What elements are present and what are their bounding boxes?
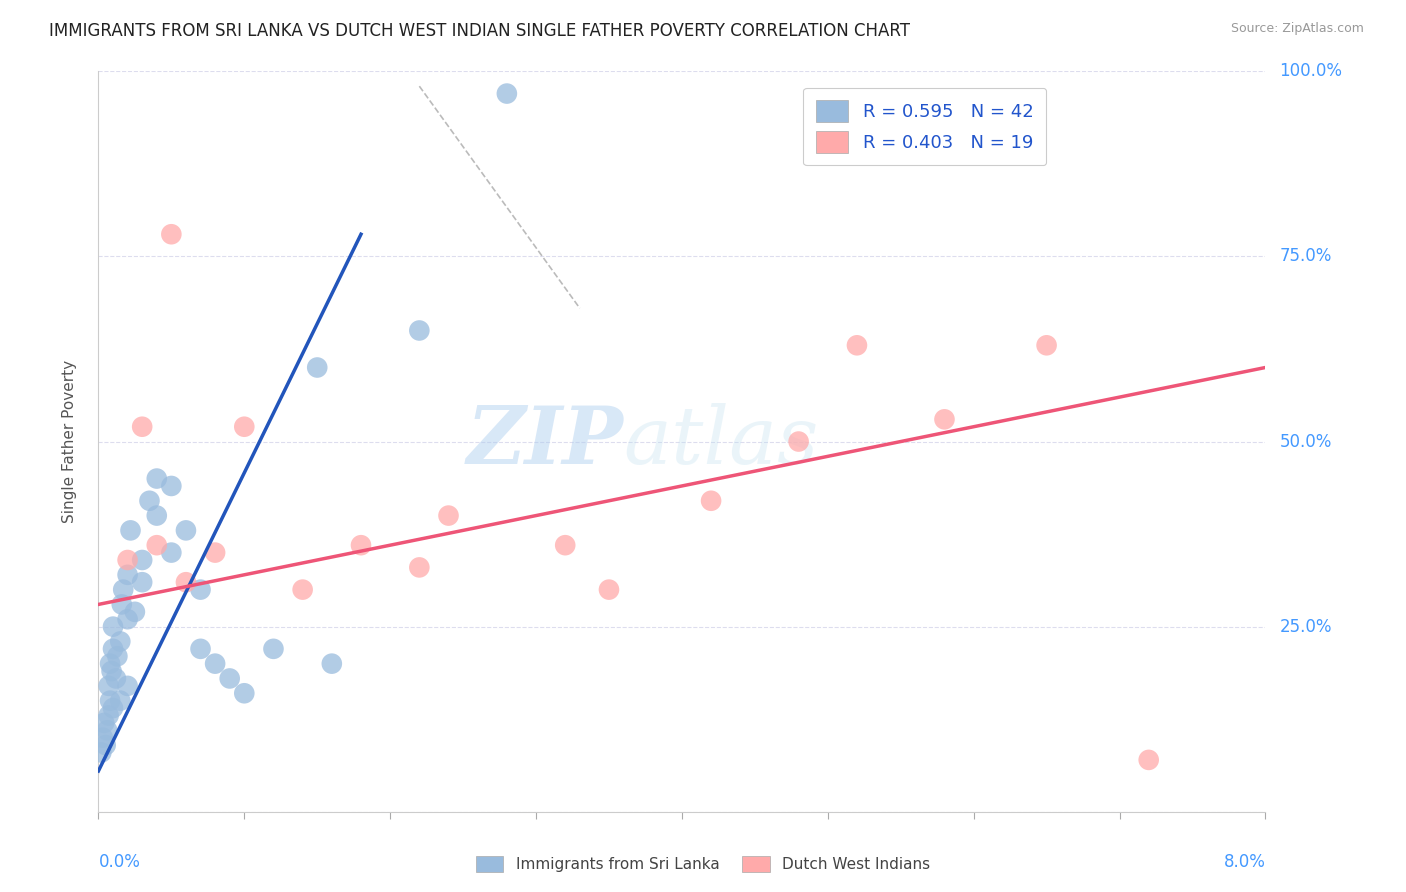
Point — [131, 553, 153, 567]
Point — [96, 723, 118, 738]
Point — [117, 612, 139, 626]
Text: 0.0%: 0.0% — [98, 854, 141, 871]
Point — [554, 538, 576, 552]
Point — [218, 672, 240, 686]
Text: 75.0%: 75.0% — [1279, 247, 1331, 266]
Text: 100.0%: 100.0% — [1279, 62, 1343, 80]
Text: 50.0%: 50.0% — [1279, 433, 1331, 450]
Point — [204, 657, 226, 671]
Point — [101, 641, 124, 656]
Point — [93, 715, 115, 730]
Point — [291, 582, 314, 597]
Point — [138, 493, 160, 508]
Point — [105, 649, 128, 664]
Point — [97, 679, 120, 693]
Point — [598, 582, 620, 597]
Point — [233, 419, 256, 434]
Point — [321, 657, 343, 671]
Point — [120, 524, 142, 538]
Point — [174, 575, 197, 590]
Point — [117, 553, 139, 567]
Point — [1035, 338, 1057, 352]
Legend: R = 0.595   N = 42, R = 0.403   N = 19: R = 0.595 N = 42, R = 0.403 N = 19 — [803, 87, 1046, 165]
Point — [190, 582, 212, 597]
Point — [496, 87, 519, 101]
Point — [160, 479, 183, 493]
Point — [117, 679, 139, 693]
Point — [112, 582, 135, 597]
Point — [262, 641, 284, 656]
Text: 25.0%: 25.0% — [1279, 617, 1331, 636]
Point — [787, 434, 810, 449]
Point — [174, 524, 197, 538]
Point — [101, 701, 124, 715]
Point — [101, 619, 124, 633]
Point — [111, 598, 134, 612]
Point — [124, 605, 146, 619]
Point — [204, 546, 226, 560]
Point — [98, 694, 121, 708]
Point — [104, 672, 127, 686]
Text: IMMIGRANTS FROM SRI LANKA VS DUTCH WEST INDIAN SINGLE FATHER POVERTY CORRELATION: IMMIGRANTS FROM SRI LANKA VS DUTCH WEST … — [49, 22, 910, 40]
Point — [97, 708, 120, 723]
Point — [131, 575, 153, 590]
Legend: Immigrants from Sri Lanka, Dutch West Indians: Immigrants from Sri Lanka, Dutch West In… — [468, 848, 938, 880]
Text: ZIP: ZIP — [467, 403, 624, 480]
Point — [160, 546, 183, 560]
Point — [90, 746, 112, 760]
Point — [307, 360, 329, 375]
Point — [110, 634, 132, 648]
Point — [408, 560, 430, 574]
Text: Source: ZipAtlas.com: Source: ZipAtlas.com — [1230, 22, 1364, 36]
Point — [100, 664, 122, 678]
Point — [934, 412, 956, 426]
Point — [160, 227, 183, 242]
Point — [146, 538, 169, 552]
Text: atlas: atlas — [624, 403, 818, 480]
Point — [98, 657, 121, 671]
Point — [131, 419, 153, 434]
Point — [845, 338, 868, 352]
Point — [437, 508, 460, 523]
Point — [700, 493, 723, 508]
Point — [350, 538, 373, 552]
Point — [1137, 753, 1160, 767]
Point — [91, 731, 114, 745]
Point — [117, 567, 139, 582]
Point — [146, 471, 169, 485]
Point — [146, 508, 169, 523]
Point — [190, 641, 212, 656]
Text: 8.0%: 8.0% — [1223, 854, 1265, 871]
Point — [110, 694, 132, 708]
Point — [94, 738, 117, 752]
Y-axis label: Single Father Poverty: Single Father Poverty — [62, 360, 77, 523]
Point — [233, 686, 256, 700]
Point — [408, 324, 430, 338]
